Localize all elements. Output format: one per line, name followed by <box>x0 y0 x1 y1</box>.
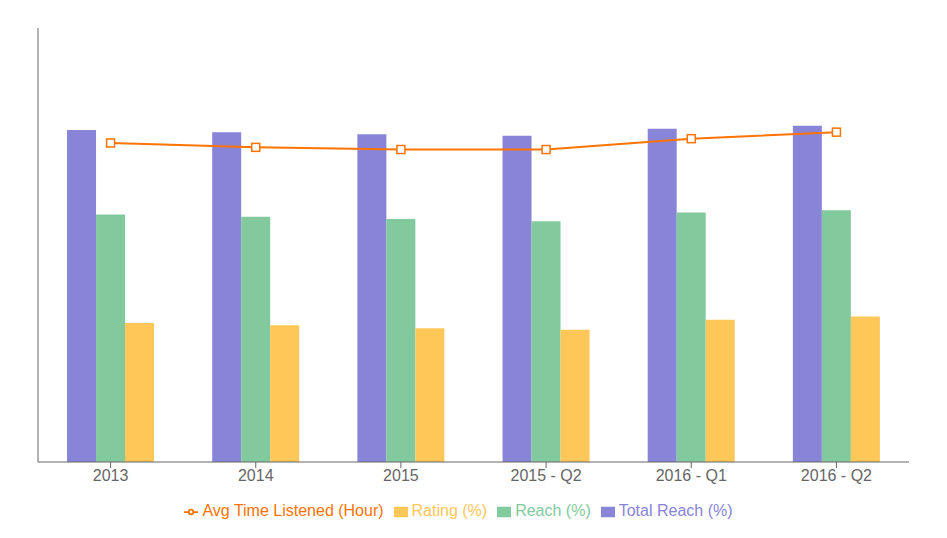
svg-text:2014: 2014 <box>238 467 274 484</box>
html-text:Reach (%): Reach (%) <box>515 502 591 519</box>
html-text:Total Reach (%): Total Reach (%) <box>618 502 733 519</box>
svg-text:2015 - Q2: 2015 - Q2 <box>511 467 582 484</box>
svg-text:2013: 2013 <box>93 467 129 484</box>
svg-text:2016 - Q2: 2016 - Q2 <box>801 467 872 484</box>
html-text:Rating (%): Rating (%) <box>411 502 488 519</box>
html-text:Avg Time Listened (Hour): Avg Time Listened (Hour) <box>202 502 384 519</box>
svg-text:2016 - Q1: 2016 - Q1 <box>656 467 727 484</box>
svg-text:2015: 2015 <box>383 467 419 484</box>
